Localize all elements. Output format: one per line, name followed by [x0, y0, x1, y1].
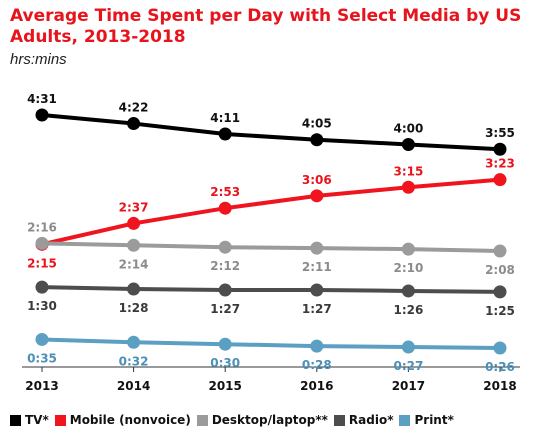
- series-line: [40, 337, 502, 350]
- data-label: 3:06: [302, 173, 332, 187]
- data-label: 2:53: [210, 185, 240, 199]
- data-point: [218, 337, 232, 351]
- data-point: [127, 238, 141, 252]
- data-point: [218, 240, 232, 254]
- series-line: [40, 241, 502, 253]
- x-tick-label: 2016: [300, 379, 333, 393]
- chart-subtitle: hrs:mins: [10, 51, 67, 68]
- data-label: 1:27: [210, 302, 240, 316]
- chart-title: Average Time Spent per Day with Select M…: [10, 6, 522, 47]
- legend-swatch: [54, 414, 66, 426]
- data-label: 1:27: [302, 302, 332, 316]
- data-point: [401, 180, 415, 194]
- data-label: 0:30: [210, 356, 240, 370]
- data-point: [401, 242, 415, 256]
- data-label: 0:28: [302, 358, 332, 372]
- data-point: [401, 340, 415, 354]
- x-tick-label: 2017: [392, 379, 425, 393]
- data-label: 2:14: [119, 257, 149, 271]
- data-label: 1:28: [119, 301, 149, 315]
- data-point: [127, 216, 141, 230]
- data-label: 4:00: [393, 121, 423, 135]
- data-point: [310, 241, 324, 255]
- data-label: 0:35: [27, 351, 57, 365]
- chart-legend: TV* Mobile (nonvoice) Desktop/laptop** Radi…: [10, 413, 460, 427]
- data-point: [493, 142, 507, 156]
- legend-label: Print*: [414, 413, 454, 427]
- x-tick-label: 2014: [117, 379, 150, 393]
- data-label: 2:11: [302, 260, 332, 274]
- data-label: 4:11: [210, 111, 240, 125]
- data-point: [493, 341, 507, 355]
- x-tick-label: 2018: [483, 379, 516, 393]
- data-point: [35, 108, 49, 122]
- x-tick-label: 2015: [208, 379, 241, 393]
- data-label: 2:12: [210, 259, 240, 273]
- data-point: [127, 282, 141, 296]
- data-label: 3:55: [485, 126, 515, 140]
- legend-label: Mobile (nonvoice): [69, 413, 191, 427]
- data-point: [127, 335, 141, 349]
- data-label: 3:23: [485, 157, 515, 171]
- data-point: [310, 189, 324, 203]
- legend-item: Print*: [399, 413, 454, 427]
- legend-swatch: [10, 414, 21, 426]
- data-label: 0:27: [393, 359, 423, 373]
- data-point: [35, 280, 49, 294]
- series-line: [40, 177, 502, 247]
- data-label: 3:15: [393, 164, 423, 178]
- data-label: 4:31: [27, 92, 57, 106]
- data-label: 0:26: [485, 360, 515, 374]
- data-point: [218, 127, 232, 141]
- data-point: [310, 339, 324, 353]
- data-label: 2:08: [485, 263, 515, 277]
- data-label: 1:26: [393, 303, 423, 317]
- data-label: 1:30: [27, 299, 57, 313]
- data-point: [127, 117, 141, 131]
- data-label: 2:37: [119, 200, 149, 214]
- legend-swatch: [333, 414, 345, 426]
- data-point: [401, 284, 415, 298]
- legend-label: Radio*: [348, 413, 394, 427]
- data-point: [35, 236, 49, 250]
- legend-label: Desktop/laptop**: [211, 413, 328, 427]
- data-point: [401, 137, 415, 151]
- data-label: 2:16: [27, 220, 57, 234]
- data-point: [310, 133, 324, 147]
- legend-item: Mobile (nonvoice): [54, 413, 191, 427]
- x-tick-label: 2013: [25, 379, 58, 393]
- legend-label: TV*: [25, 413, 49, 427]
- data-point: [493, 244, 507, 258]
- data-label: 1:25: [485, 304, 515, 318]
- data-label: 2:10: [393, 261, 423, 275]
- series-line: [40, 285, 502, 294]
- legend-swatch: [196, 414, 208, 426]
- series-line: [40, 113, 502, 152]
- data-point: [218, 201, 232, 215]
- data-point: [218, 283, 232, 297]
- legend-item: TV*: [10, 413, 49, 427]
- data-label: 4:22: [119, 101, 149, 115]
- data-label: 2:15: [27, 256, 57, 270]
- data-label: 4:05: [302, 117, 332, 131]
- legend-item: Desktop/laptop**: [196, 413, 328, 427]
- data-point: [35, 332, 49, 346]
- data-point: [493, 285, 507, 299]
- legend-swatch: [399, 414, 411, 426]
- legend-item: Radio*: [333, 413, 394, 427]
- data-label: 0:32: [119, 354, 149, 368]
- data-point: [310, 283, 324, 297]
- data-point: [493, 173, 507, 187]
